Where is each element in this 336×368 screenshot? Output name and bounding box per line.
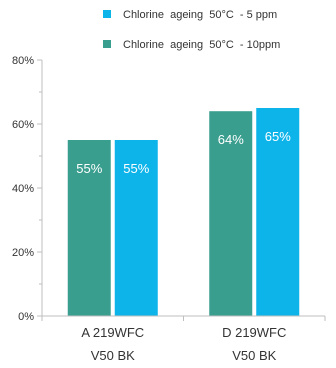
legend-entry: Chlorine ageing 50°C - 5 ppm: [123, 9, 277, 21]
legend-entry: Chlorine ageing 50°C - 10ppm: [123, 39, 280, 51]
x-tick-label: A 219WFC: [81, 325, 144, 340]
x-tick-label: V50 BK: [91, 348, 135, 363]
data-label: 65%: [265, 129, 291, 144]
legend: Chlorine ageing 50°C - 5 ppm Chlorine age…: [103, 9, 280, 51]
legend-swatch: [103, 10, 111, 18]
x-tick-label: V50 BK: [232, 348, 276, 363]
bar: [209, 111, 253, 316]
y-tick-label: 20%: [12, 247, 34, 259]
bar: [256, 108, 300, 316]
bar: [114, 140, 158, 316]
data-label: 55%: [123, 161, 149, 176]
legend-swatch: [103, 40, 111, 48]
data-label: 55%: [76, 161, 102, 176]
y-tick-label: 60%: [12, 119, 34, 131]
bars: 55% 55% 64% 65%: [67, 108, 300, 316]
bar: [67, 140, 111, 316]
y-tick-label: 80%: [12, 55, 34, 67]
y-tick-label: 40%: [12, 183, 34, 195]
y-axis: 0% 20% 40% 60% 80%: [12, 55, 43, 323]
x-tick-label: D 219WFC: [222, 325, 286, 340]
y-tick-label: 0%: [18, 311, 34, 323]
x-axis: A 219WFC V50 BK D 219WFC V50 BK: [41, 315, 326, 363]
data-label: 64%: [218, 132, 244, 147]
